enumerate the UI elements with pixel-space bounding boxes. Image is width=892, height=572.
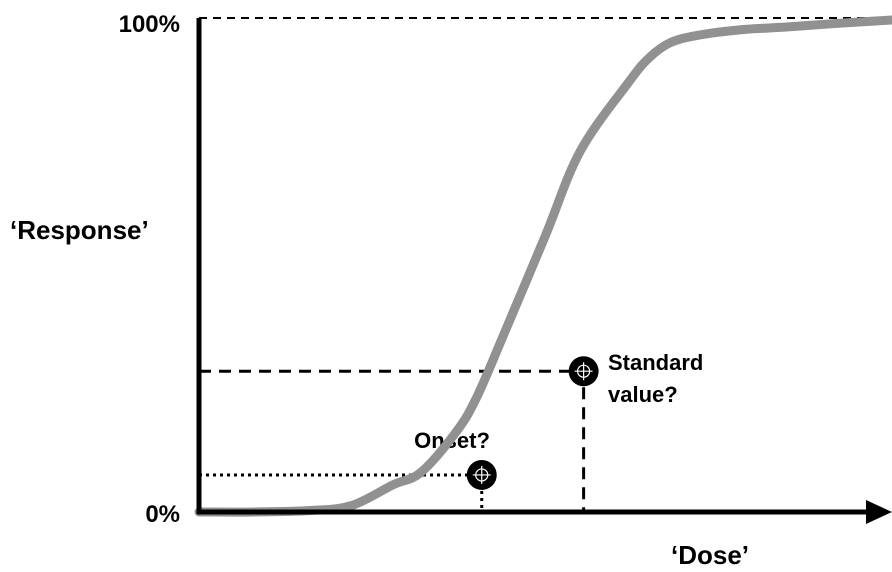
standard-value-label-line1: Standard bbox=[608, 350, 703, 375]
x-axis-label: ‘Dose’ bbox=[671, 540, 749, 570]
x-axis-arrowhead bbox=[866, 500, 892, 524]
standard-value-label-line2: value? bbox=[608, 382, 678, 407]
y-tick-label-100: 100% bbox=[119, 11, 180, 38]
y-axis-label: ‘Response’ bbox=[10, 215, 149, 245]
y-tick-label-0: 0% bbox=[145, 501, 180, 528]
dose-response-curve bbox=[194, 15, 892, 517]
